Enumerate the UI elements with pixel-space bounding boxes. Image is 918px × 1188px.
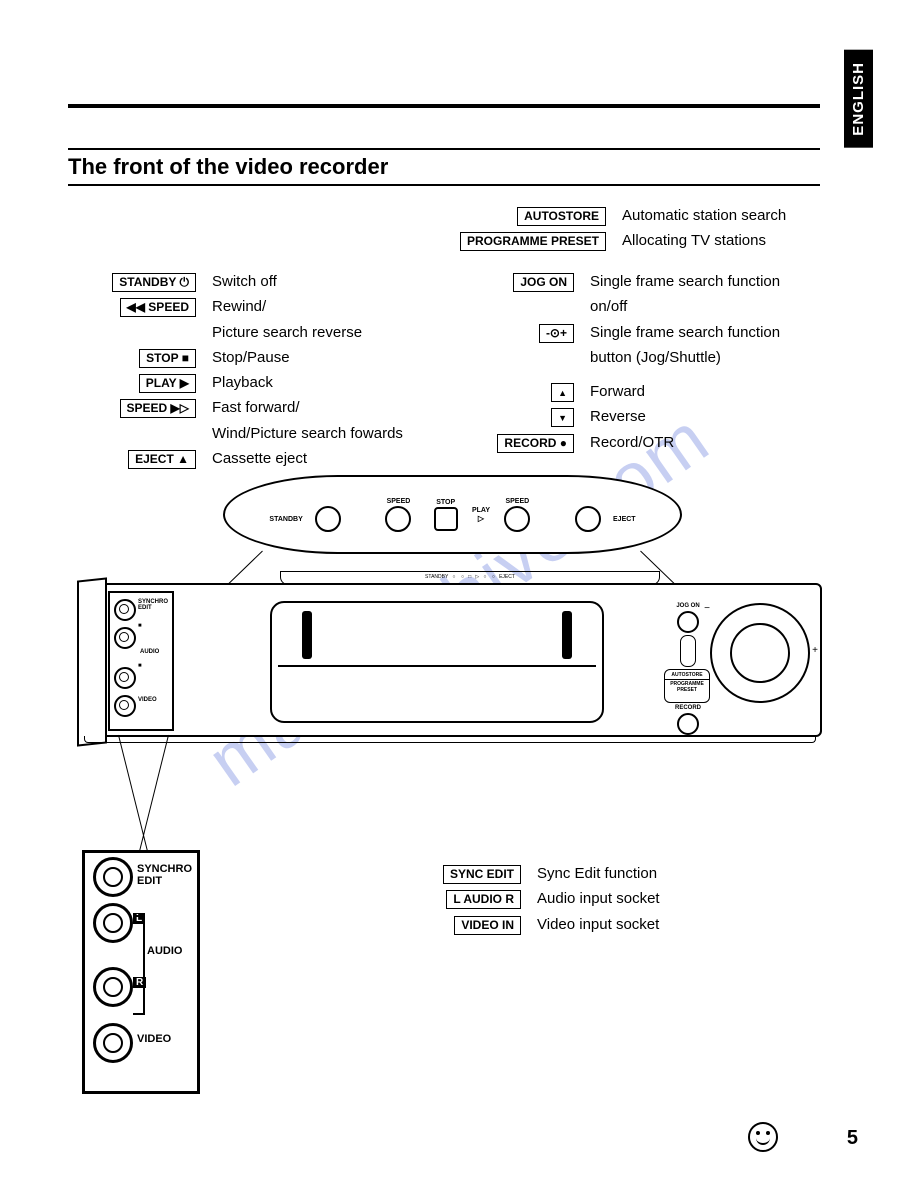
audio-small-label: AUDIO bbox=[140, 649, 159, 655]
synchro-small-label: SYNCHRO EDIT bbox=[138, 599, 168, 611]
top-divider bbox=[68, 104, 820, 108]
programme-preset-desc: Allocating TV stations bbox=[618, 229, 786, 252]
cassette-slot bbox=[270, 601, 604, 723]
top-ff-icon bbox=[504, 506, 530, 532]
zoom-jack-panel: SYNCHRO EDIT L AUDIO R VIDEO bbox=[82, 850, 200, 1094]
jogdial-desc2: button (Jog/Shuttle) bbox=[586, 346, 780, 369]
jogdial-label: -⊙+ bbox=[539, 324, 574, 343]
jack-icon bbox=[93, 903, 133, 943]
zoom-audio-label: AUDIO bbox=[147, 945, 182, 957]
section-header: The front of the video recorder bbox=[68, 148, 820, 186]
programme-preset-label: PROGRAMME PRESET bbox=[460, 232, 606, 251]
top-standby-label: STANDBY bbox=[269, 516, 302, 523]
jack-icon bbox=[114, 667, 136, 689]
ff-desc2: Wind/Picture search fowards bbox=[208, 422, 403, 445]
bracket-icon bbox=[133, 915, 145, 1015]
vcr-flap bbox=[77, 577, 107, 746]
ff-label: SPEED ▶▷ bbox=[120, 399, 196, 418]
record-label: RECORD ● bbox=[497, 434, 574, 453]
top-rw-icon bbox=[385, 506, 411, 532]
eject-label: EJECT ▲ bbox=[128, 450, 196, 469]
autostore-small-button: AUTOSTORE PROGRAMME PRESET bbox=[664, 669, 710, 703]
zoom-video-label: VIDEO bbox=[137, 1033, 171, 1045]
top-stop-icon bbox=[434, 507, 458, 531]
top-eject-icon bbox=[575, 506, 601, 532]
side-buttons: JOG ON AUTOSTORE PROGRAMME PRESET RECORD bbox=[664, 603, 712, 737]
page-number: 5 bbox=[847, 1127, 858, 1150]
standby-label: STANDBY ⏻ bbox=[112, 273, 196, 292]
video-small-label: VIDEO bbox=[138, 697, 157, 703]
language-tab: ENGLISH bbox=[844, 50, 873, 148]
defs-top-right: AUTOSTORE Automatic station search PROGR… bbox=[458, 202, 818, 255]
autostore-small-label: AUTOSTORE bbox=[665, 672, 709, 678]
defs-right-2: Forward Reverse RECORD ● Record/OTR bbox=[458, 378, 818, 456]
play-label: PLAY ▶ bbox=[139, 374, 196, 393]
top-rw-label: SPEED bbox=[387, 498, 411, 505]
vcr-top-mirror: STANDBY ○ ○ □ ▷ ○ ○ EJECT bbox=[280, 571, 660, 585]
sync-label: SYNC EDIT bbox=[443, 865, 521, 884]
sync-desc: Sync Edit function bbox=[533, 862, 660, 885]
fwd-label bbox=[551, 383, 574, 402]
stop-label: STOP ■ bbox=[139, 349, 196, 368]
smiley-icon bbox=[748, 1122, 778, 1152]
vcr-top-panel: STANDBY SPEED STOP PLAY ▷ SPEED EJECT bbox=[223, 475, 682, 554]
top-play-label: PLAY bbox=[472, 507, 490, 514]
jack-icon bbox=[93, 1023, 133, 1063]
ff-desc: Fast forward/ bbox=[208, 396, 403, 419]
top-stop-label: STOP bbox=[436, 499, 455, 506]
diagram-line bbox=[118, 735, 150, 861]
rev-desc: Reverse bbox=[586, 405, 674, 428]
rev-label bbox=[551, 408, 574, 427]
video-label: VIDEO IN bbox=[454, 916, 521, 935]
video-desc: Video input socket bbox=[533, 913, 660, 936]
rewind-desc: Rewind/ bbox=[208, 295, 403, 318]
audio-label: L AUDIO R bbox=[446, 890, 521, 909]
jog-minus: − bbox=[704, 603, 710, 614]
top-play-icon: ▷ bbox=[478, 514, 484, 523]
jogon-desc: Single frame search function bbox=[586, 270, 780, 293]
jogdial-desc: Single frame search function bbox=[586, 321, 780, 344]
rewind-desc2: Picture search reverse bbox=[208, 321, 403, 344]
jogon-small-icon bbox=[677, 611, 699, 633]
jog-plus: + bbox=[812, 645, 818, 656]
audio-desc: Audio input socket bbox=[533, 887, 660, 910]
updown-pill-icon bbox=[680, 635, 696, 667]
defs-left: STANDBY ⏻ Switch off ◀◀ SPEED Rewind/ Pi… bbox=[75, 268, 475, 472]
record-small-label: RECORD bbox=[664, 705, 712, 711]
jogon-label: JOG ON bbox=[513, 273, 574, 292]
vcr-body: SYNCHRO EDIT ■ AUDIO ■ VIDEO JOG ON AUTO… bbox=[78, 583, 822, 737]
play-desc: Playback bbox=[208, 371, 403, 394]
fwd-desc: Forward bbox=[586, 380, 674, 403]
record-small-icon bbox=[677, 713, 699, 735]
autostore-label: AUTOSTORE bbox=[517, 207, 606, 226]
zoom-synchro-label: SYNCHRO EDIT bbox=[137, 863, 192, 887]
preset-small-label: PROGRAMME PRESET bbox=[665, 679, 709, 693]
record-desc: Record/OTR bbox=[586, 431, 674, 454]
defs-bottom: SYNC EDIT Sync Edit function L AUDIO R A… bbox=[405, 860, 785, 938]
section-title: The front of the video recorder bbox=[68, 154, 388, 179]
eject-desc: Cassette eject bbox=[208, 447, 403, 470]
top-eject-label: EJECT bbox=[613, 516, 636, 523]
stop-desc: Stop/Pause bbox=[208, 346, 403, 369]
jack-icon bbox=[93, 967, 133, 1007]
top-ff-label: SPEED bbox=[505, 498, 529, 505]
top-standby-icon bbox=[315, 506, 341, 532]
jack-icon bbox=[114, 695, 136, 717]
diagram-line bbox=[137, 735, 169, 861]
jogon-desc2: on/off bbox=[586, 295, 780, 318]
jog-dial-icon bbox=[710, 603, 810, 703]
jack-icon bbox=[114, 599, 136, 621]
standby-desc: Switch off bbox=[208, 270, 403, 293]
vcr-diagram: STANDBY SPEED STOP PLAY ▷ SPEED EJECT bbox=[78, 475, 823, 755]
jack-icon bbox=[114, 627, 136, 649]
autostore-desc: Automatic station search bbox=[618, 204, 786, 227]
jack-panel-small: SYNCHRO EDIT ■ AUDIO ■ VIDEO bbox=[108, 591, 174, 731]
defs-right-1: JOG ON Single frame search function on/o… bbox=[458, 268, 818, 371]
rewind-label: ◀◀ SPEED bbox=[120, 298, 196, 317]
jack-icon bbox=[93, 857, 133, 897]
